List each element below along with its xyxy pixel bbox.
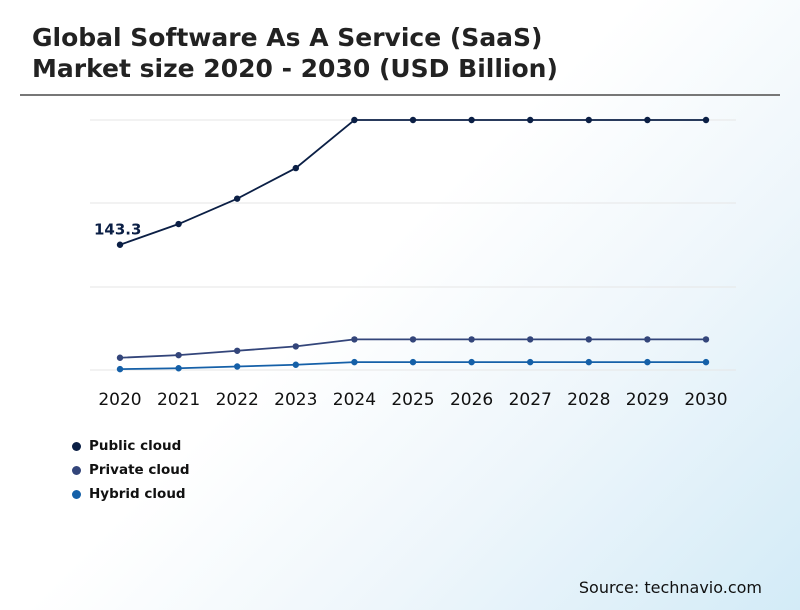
- legend-marker: [72, 441, 81, 451]
- data-point: [585, 116, 592, 124]
- data-point: [468, 358, 475, 366]
- data-point: [351, 358, 358, 366]
- data-label: 143.3: [94, 221, 141, 239]
- data-point: [527, 358, 534, 366]
- data-point: [409, 358, 417, 366]
- chart-title: Global Software As A Service (SaaS) Mark…: [32, 22, 772, 84]
- legend-item: Hybrid cloud: [72, 482, 190, 506]
- x-tick-label: 2021: [157, 390, 200, 410]
- data-point: [409, 116, 417, 124]
- data-point: [175, 351, 182, 359]
- chart-title-line-1: Global Software As A Service (SaaS): [32, 23, 543, 52]
- x-tick-label: 2023: [274, 390, 317, 410]
- data-point: [175, 220, 182, 228]
- data-point: [292, 343, 299, 350]
- data-point: [234, 347, 241, 354]
- data-point: [644, 116, 651, 124]
- legend-item: Private cloud: [72, 458, 190, 482]
- data-point: [292, 361, 299, 368]
- x-tick-label: 2025: [391, 390, 434, 410]
- x-tick-label: 2026: [450, 390, 493, 410]
- data-point: [409, 336, 417, 343]
- x-tick-label: 2027: [509, 390, 552, 410]
- x-tick-label: 2029: [626, 390, 669, 410]
- data-point: [116, 354, 124, 361]
- data-point: [234, 195, 241, 202]
- data-point: [585, 336, 592, 343]
- data-point: [175, 365, 182, 372]
- data-point: [644, 358, 651, 366]
- data-point: [702, 116, 710, 124]
- legend-marker: [72, 465, 81, 475]
- x-tick-label: 2020: [98, 390, 141, 410]
- data-point: [527, 116, 534, 124]
- legend-item: Public cloud: [72, 434, 190, 458]
- data-point: [292, 164, 299, 172]
- x-tick-label: 2030: [684, 390, 727, 410]
- chart-title-line-2: Market size 2020 - 2030 (USD Billion): [32, 54, 558, 83]
- data-point: [702, 358, 710, 366]
- title-divider: [20, 94, 780, 96]
- data-point: [234, 363, 241, 370]
- source-credit: Source: technavio.com: [578, 578, 762, 597]
- data-point: [116, 241, 124, 248]
- data-point: [468, 336, 475, 343]
- data-point: [468, 116, 475, 124]
- x-tick-label: 2024: [333, 390, 376, 410]
- data-point: [351, 336, 358, 343]
- data-point: [527, 336, 534, 343]
- legend-marker: [72, 489, 81, 499]
- data-point: [702, 336, 710, 343]
- legend-label: Private cloud: [89, 462, 190, 478]
- legend-label: Hybrid cloud: [89, 486, 186, 502]
- x-tick-label: 2022: [216, 390, 259, 410]
- data-point: [644, 336, 651, 343]
- data-point: [351, 116, 358, 124]
- series-line: [119, 119, 706, 246]
- data-point: [116, 365, 124, 373]
- x-tick-label: 2028: [567, 390, 610, 410]
- data-point: [585, 358, 592, 366]
- chart-legend: Public cloud Private cloud Hybrid cloud: [72, 434, 190, 506]
- legend-label: Public cloud: [89, 438, 182, 454]
